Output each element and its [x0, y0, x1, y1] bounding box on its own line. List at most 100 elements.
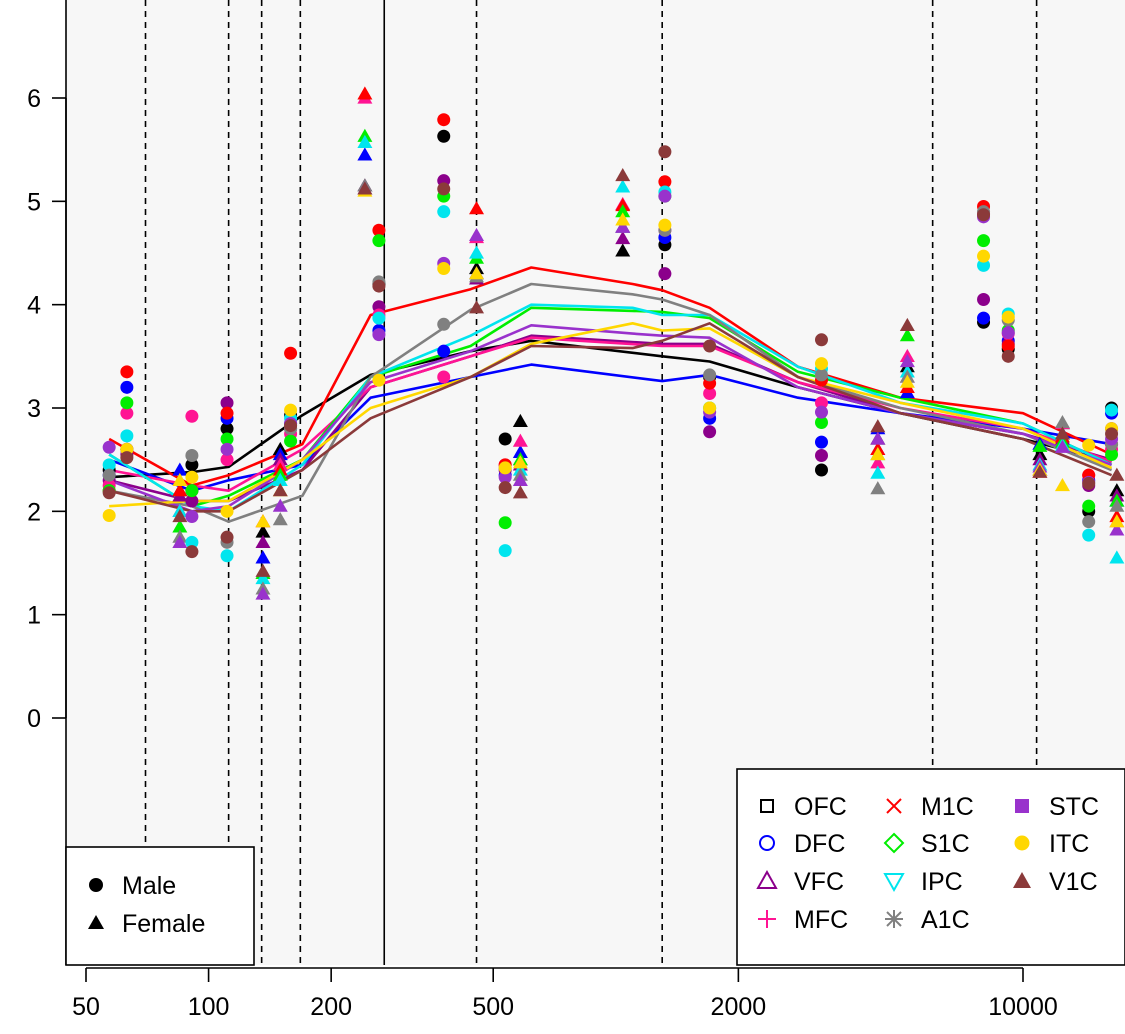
- point-v1c-455: [469, 300, 485, 314]
- legend-m1c-symbol: [886, 798, 902, 814]
- point-v1c-16500: [1105, 427, 1119, 441]
- x-tick-label: 10000: [988, 993, 1058, 1021]
- point-a1c-378: [437, 317, 451, 331]
- point-a1c-17000: [1109, 498, 1125, 512]
- point-ofc-111: [220, 422, 234, 436]
- y-tick-label: 1: [27, 602, 41, 630]
- point-s1c-11000: [1032, 438, 1048, 452]
- point-m1c-242: [357, 86, 373, 100]
- legend-sex-box: [65, 846, 255, 966]
- point-s1c-159: [284, 434, 298, 448]
- x-tick-label: 50: [72, 993, 100, 1021]
- point-s1c-63: [120, 396, 134, 410]
- point-ipc-17000: [1109, 550, 1125, 564]
- y-tick-label: 0: [27, 705, 41, 733]
- point-v1c-57: [102, 486, 116, 500]
- point-mfc-583: [512, 433, 528, 447]
- legend-itc-symbol: [1014, 835, 1030, 851]
- y-tick-label: 2: [27, 498, 41, 526]
- point-stc-12500: [1054, 439, 1070, 453]
- point-v1c-8000: [977, 208, 991, 222]
- point-itc-5200: [899, 374, 915, 388]
- point-ipc-150: [272, 472, 288, 486]
- point-itc-262: [372, 373, 386, 387]
- point-v1c-12500: [1054, 426, 1070, 440]
- point-itc-12500: [1054, 478, 1070, 492]
- point-v1c-14500: [1082, 476, 1096, 490]
- point-m1c-159: [284, 346, 298, 360]
- point-a1c-1700: [703, 368, 717, 382]
- point-ipc-111: [220, 549, 234, 563]
- legend-vfc-label: VFC: [794, 868, 844, 896]
- point-s1c-111: [220, 432, 234, 446]
- point-s1c-262: [372, 234, 386, 248]
- point-a1c-57: [102, 468, 116, 482]
- point-itc-1040: [615, 212, 631, 226]
- x-tick-label: 500: [472, 993, 514, 1021]
- data-points: [102, 86, 1125, 600]
- point-stc-57: [102, 440, 116, 454]
- point-stc-9200: [1001, 326, 1015, 340]
- point-stc-583: [512, 472, 528, 486]
- point-ofc-535: [498, 432, 512, 446]
- legend-sex: Male Female: [65, 846, 255, 966]
- legend-mfc-label: MFC: [794, 906, 848, 934]
- point-vfc-8000: [977, 293, 991, 306]
- point-v1c-17000: [1109, 467, 1125, 481]
- point-v1c-63: [120, 451, 134, 465]
- legend-s1c-label: S1C: [921, 830, 970, 858]
- point-stc-455: [469, 227, 485, 242]
- point-itc-4400: [870, 447, 886, 461]
- point-s1c-91: [185, 484, 199, 498]
- point-v1c-378: [437, 182, 451, 196]
- point-ipc-136: [255, 571, 271, 585]
- point-ipc-378: [437, 205, 451, 219]
- point-s1c-3200: [814, 415, 828, 429]
- point-vfc-1700: [703, 425, 717, 439]
- point-dfc-583: [512, 444, 528, 459]
- legend-mfc-symbol: [758, 910, 776, 928]
- point-a1c-12500: [1054, 414, 1070, 429]
- point-itc-1700: [703, 401, 717, 415]
- legend-regions: OFC DFC VFC MFC M1C S1C IPC A1C STC ITC V1C: [736, 768, 1125, 966]
- point-a1c-4400: [870, 481, 886, 495]
- point-v1c-1040: [615, 168, 631, 182]
- point-stc-91: [185, 510, 199, 523]
- legend-s1c-symbol: [883, 832, 905, 854]
- point-dfc-378: [437, 344, 451, 358]
- legend-v1c-label: V1C: [1049, 868, 1098, 896]
- point-m1c-111: [220, 406, 234, 420]
- legend-a1c-symbol: [885, 910, 903, 928]
- legend-female-symbol: [88, 915, 104, 929]
- point-itc-136: [255, 514, 271, 528]
- point-v1c-159: [284, 419, 298, 433]
- legend-stc-label: STC: [1049, 793, 1099, 821]
- point-s1c-5200: [899, 328, 915, 342]
- legend-dfc-label: DFC: [794, 830, 845, 858]
- trend-line-s1c: [108, 306, 1113, 508]
- point-ofc-583: [512, 413, 528, 428]
- point-stc-85: [172, 534, 188, 548]
- y-axis: 0 1 2 3 4 5 6: [27, 85, 67, 733]
- y-tick-label: 4: [27, 292, 41, 320]
- legend-vfc-symbol: [756, 869, 778, 889]
- point-ipc-16500: [1105, 403, 1119, 417]
- legend-male-symbol: [89, 878, 103, 892]
- legend-stc-symbol: [1015, 799, 1029, 813]
- point-itc-455: [469, 266, 485, 280]
- point-dfc-8000: [977, 311, 991, 325]
- point-v1c-4400: [870, 419, 886, 433]
- legend-m1c-label: M1C: [921, 793, 974, 821]
- legend-dfc-symbol: [759, 835, 775, 851]
- point-vfc-1040: [615, 231, 631, 245]
- point-ipc-14500: [1082, 528, 1096, 542]
- point-v1c-136: [255, 563, 271, 577]
- point-s1c-1040: [615, 204, 631, 218]
- point-vfc-136: [255, 534, 271, 548]
- point-ipc-535: [498, 544, 512, 558]
- point-stc-17000: [1109, 522, 1125, 536]
- point-s1c-16500: [1105, 448, 1119, 461]
- point-v1c-5200: [899, 317, 915, 331]
- point-itc-91: [185, 470, 199, 484]
- x-tick-label: 2000: [711, 993, 767, 1021]
